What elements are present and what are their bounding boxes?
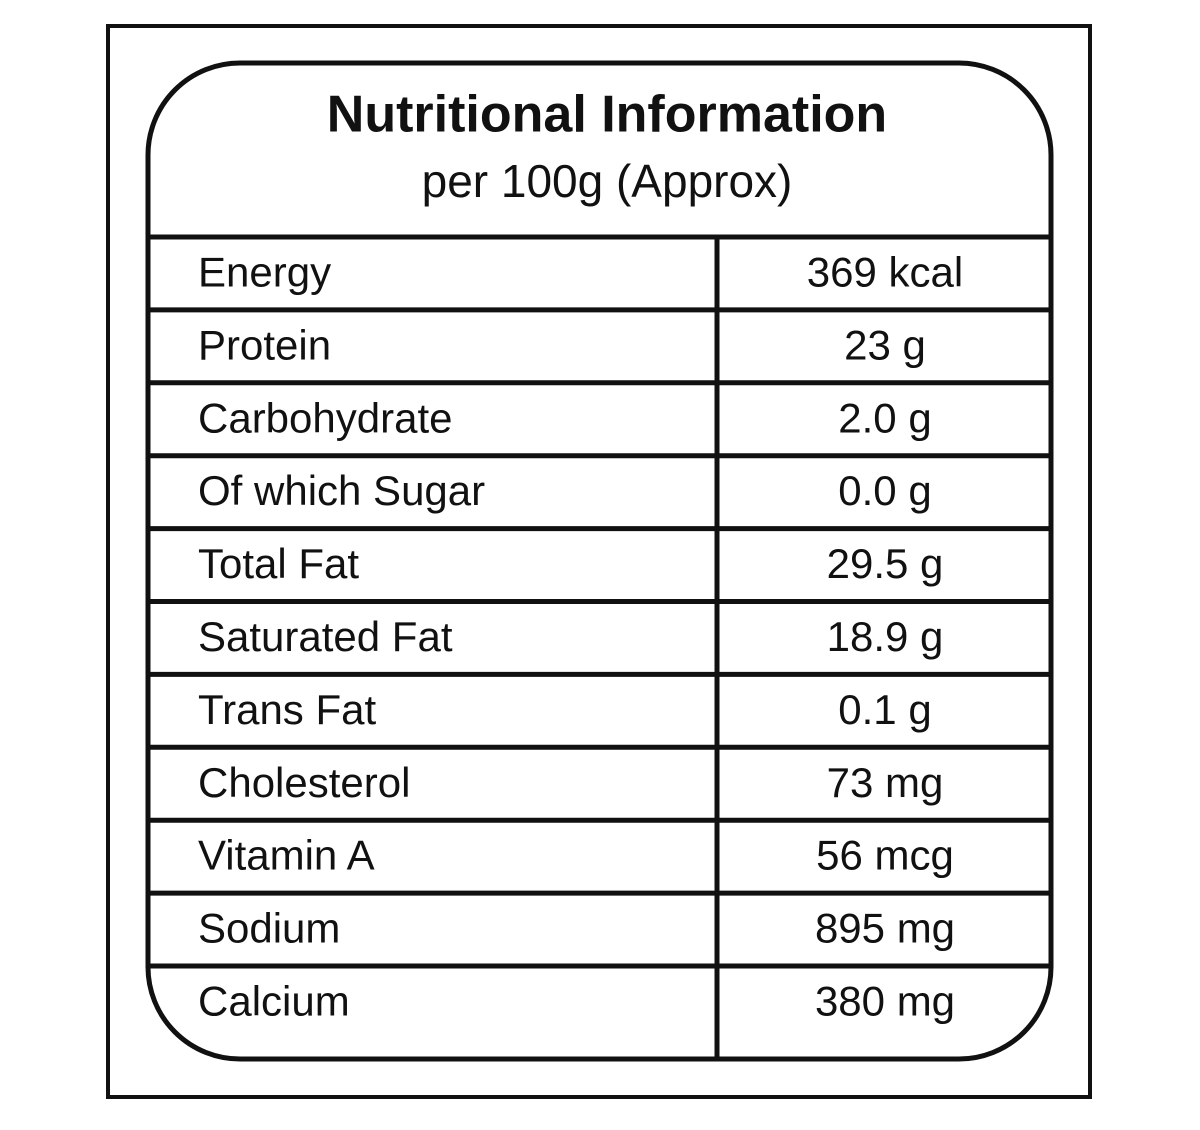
nutrient-name: Energy [198,249,331,296]
nutrient-value: 0.1 g [838,686,931,733]
nutrient-value: 18.9 g [827,613,944,660]
nutrient-value: 380 mg [815,978,955,1025]
nutrient-name: Trans Fat [198,686,376,733]
nutrient-name: Total Fat [198,540,359,587]
nutrient-name: Of which Sugar [198,467,485,514]
nutrient-name: Cholesterol [198,759,410,806]
table-frame [145,60,1054,1062]
nutrient-value: 2.0 g [838,394,931,441]
nutrient-value: 0.0 g [838,467,931,514]
nutrient-name: Sodium [198,905,340,952]
nutrient-name: Saturated Fat [198,613,453,660]
nutrient-value: 369 kcal [807,249,963,296]
nutrient-name: Calcium [198,978,350,1025]
nutrient-value: 29.5 g [827,540,944,587]
nutrient-name: Carbohydrate [198,394,452,441]
nutrient-value: 895 mg [815,905,955,952]
nutrient-value: 23 g [844,321,926,368]
nutrient-name: Vitamin A [198,832,375,879]
title: Nutritional Information [327,86,887,144]
outer-border [106,24,1092,1099]
nutrient-name: Protein [198,321,331,368]
subtitle: per 100g (Approx) [422,155,793,207]
nutrient-value: 56 mcg [816,832,954,879]
nutrient-value: 73 mg [827,759,944,806]
